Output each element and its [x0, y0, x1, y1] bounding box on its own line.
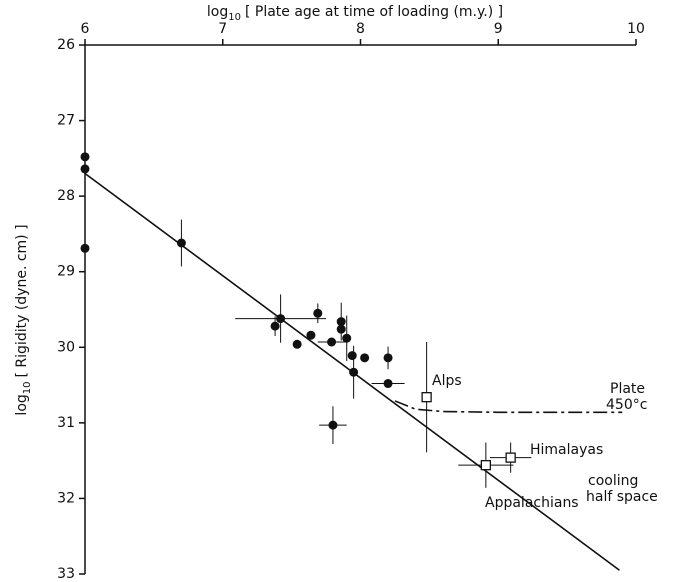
annotation: half space: [586, 489, 658, 505]
trend-line: [394, 400, 623, 414]
x-label-log: log: [207, 4, 228, 20]
point: [349, 367, 359, 377]
x-tick-label: 10: [627, 21, 645, 37]
x-label-sub: 10: [228, 12, 241, 23]
annotation: Appalachians: [485, 495, 579, 511]
y-label-text: [ Rigidity (dyne. cm) ]: [14, 224, 30, 377]
point: [313, 308, 323, 318]
y-tick-label: 30: [57, 339, 75, 355]
x-axis-label: log10 [ Plate age at time of loading (m.y…: [207, 4, 503, 23]
y-tick-label: 26: [57, 37, 75, 53]
y-axis-label: log10 [ Rigidity (dyne. cm) ]: [14, 224, 33, 415]
point: [360, 353, 370, 363]
point: [383, 379, 393, 389]
point: [336, 324, 346, 334]
x-tick-label: 8: [356, 21, 365, 37]
point: [80, 152, 90, 162]
y-tick-label: 32: [57, 490, 75, 506]
x-tick-label: 6: [81, 21, 90, 37]
point: [421, 392, 432, 403]
point: [505, 452, 516, 463]
point: [80, 243, 90, 253]
x-tick-label: 7: [218, 21, 227, 37]
y-tick-label: 29: [57, 264, 75, 280]
point: [328, 420, 338, 430]
x-tick-label: 9: [494, 21, 503, 37]
point: [347, 351, 357, 361]
annotation: Himalayas: [530, 442, 603, 458]
y-label-sub: 10: [22, 381, 33, 394]
y-tick-label: 33: [57, 566, 75, 582]
point: [342, 333, 352, 343]
point: [336, 317, 346, 327]
y-tick-label: 28: [57, 188, 75, 204]
x-label-text: [ Plate age at time of loading (m.y.) ]: [245, 4, 503, 20]
point: [276, 314, 286, 324]
point: [306, 330, 316, 340]
annotation: Plate: [610, 381, 645, 397]
y-tick-label: 27: [57, 113, 75, 129]
annotation: Alps: [432, 373, 462, 389]
point: [270, 321, 280, 331]
y-tick-label: 31: [57, 415, 75, 431]
point: [176, 238, 186, 248]
annotation: 450°c: [606, 397, 647, 413]
y-label-log: log: [14, 394, 30, 415]
point: [80, 164, 90, 174]
annotation: cooling: [588, 473, 638, 489]
point: [327, 337, 337, 347]
point: [383, 353, 393, 363]
point: [292, 339, 302, 349]
point: [480, 460, 492, 471]
